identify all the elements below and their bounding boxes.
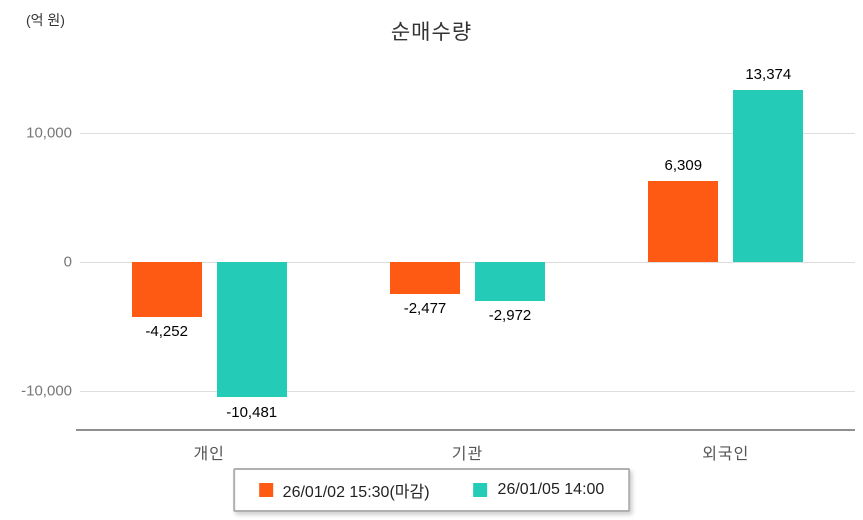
- bar-value-label: 6,309: [664, 156, 703, 174]
- plot-area: -4,252 -10,481 -2,477 -2,972 6,309 13,374: [76, 66, 855, 431]
- chart-title: 순매수량: [390, 21, 473, 44]
- bar-series1: [648, 180, 719, 263]
- legend-swatch-orange: [258, 483, 273, 497]
- bar-value-label: -2,972: [488, 306, 532, 324]
- legend-swatch-teal: [473, 483, 488, 497]
- y-tick-label: -10,000: [21, 382, 72, 400]
- legend-label-series1: 26/01/02 15:30(마감): [282, 484, 430, 501]
- legend-item-series1: 26/01/02 15:30(마감): [258, 478, 430, 502]
- bar-series2: [733, 89, 804, 263]
- bar-series2: [216, 262, 287, 398]
- bar-value-label: 13,374: [745, 65, 792, 83]
- category-label: 외국인: [702, 446, 750, 463]
- y-tick-label: 0: [63, 253, 72, 271]
- category-label: 개인: [193, 446, 225, 463]
- bar-value-label: -2,477: [403, 300, 447, 318]
- legend: 26/01/02 15:30(마감) 26/01/05 14:00: [232, 468, 631, 512]
- category-label: 기관: [451, 446, 484, 463]
- x-axis-line: [76, 429, 855, 431]
- bar-value-label: -4,252: [145, 323, 188, 341]
- x-axis-category-labels: 개인 기관 외국인: [80, 440, 855, 466]
- y-axis-tick-labels: 10,000 0 -10,000: [0, 70, 72, 430]
- y-tick-label: 10,000: [26, 124, 72, 142]
- bar-series1: [390, 262, 460, 295]
- bar-series2: [475, 262, 545, 301]
- y-axis-unit-label: (억 원): [26, 12, 65, 28]
- bar-series1: [131, 262, 202, 318]
- legend-label-series2: 26/01/05 14:00: [497, 481, 605, 498]
- legend-item-series2: 26/01/05 14:00: [473, 481, 605, 499]
- gridline: [80, 391, 855, 393]
- gridline: [80, 262, 855, 264]
- bar-value-label: -10,481: [226, 403, 278, 421]
- gridline: [80, 133, 855, 135]
